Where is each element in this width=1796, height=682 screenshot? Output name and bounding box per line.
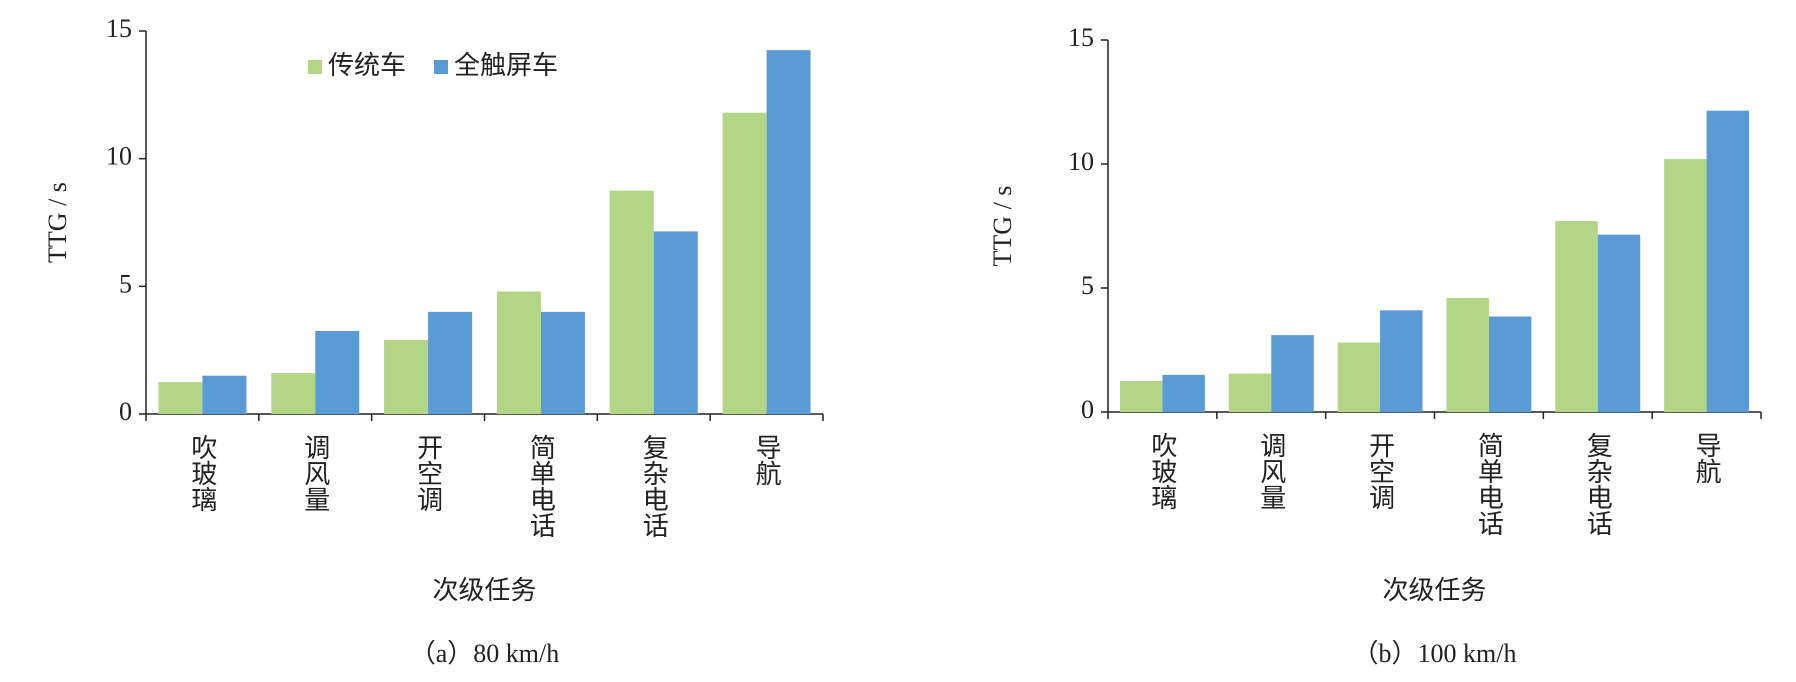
legend-label: 传统车 [328,51,406,80]
legend-swatch [434,60,449,74]
y-tick-label: 10 [1068,147,1094,176]
bar [315,331,360,414]
y-tick-label: 0 [119,397,132,426]
bar [428,311,473,414]
x-tick-label: 吹玻璃 [1148,432,1177,510]
bar [1555,221,1598,412]
x-tick-label: 复杂电话 [639,434,668,538]
x-axis-label: 次级任务 [1382,576,1486,605]
bar [1597,234,1641,412]
x-tick-label: 调风量 [1257,432,1286,510]
bar [1271,335,1314,412]
x-tick-label: 导航 [752,434,781,486]
y-tick-label: 15 [106,14,132,43]
bar [158,382,203,414]
x-tick-label: 开空调 [1366,432,1395,510]
bar [271,373,316,414]
legend-label: 全触屏车 [454,51,558,80]
x-tick-label: 吹玻璃 [188,434,217,512]
y-axis-label: TTG / s [988,186,1017,267]
bar [1228,373,1272,412]
x-tick-label: 调风量 [301,434,330,512]
bar [384,339,429,414]
bar [1706,110,1750,413]
y-tick-label: 0 [1081,395,1094,424]
caption: （b）100 km/h [1353,639,1517,668]
legend-swatch [308,60,322,74]
bar [1488,316,1532,412]
bar [1162,374,1205,412]
x-tick-label: 简单电话 [526,434,555,538]
bar [202,375,247,414]
y-tick-label: 10 [106,142,132,171]
y-tick-label: 15 [1068,23,1094,52]
bar [766,50,811,415]
bar [540,311,585,414]
bar [1119,381,1163,412]
bar [1446,297,1489,412]
x-tick-label: 开空调 [414,434,443,512]
x-tick-label: 复杂电话 [1583,432,1612,536]
caption: （a）80 km/h [410,639,560,668]
bar [1664,159,1707,412]
bar [609,190,654,414]
bar [1380,310,1423,412]
bar [496,291,541,414]
x-tick-label: 导航 [1692,432,1721,484]
bar [653,231,698,414]
y-tick-label: 5 [119,269,132,298]
x-axis-label: 次级任务 [432,576,536,605]
y-axis-label: TTG / s [43,182,72,263]
x-tick-label: 简单电话 [1474,432,1503,536]
bar [1337,342,1381,412]
bar [722,112,767,414]
y-tick-label: 5 [1081,271,1094,300]
